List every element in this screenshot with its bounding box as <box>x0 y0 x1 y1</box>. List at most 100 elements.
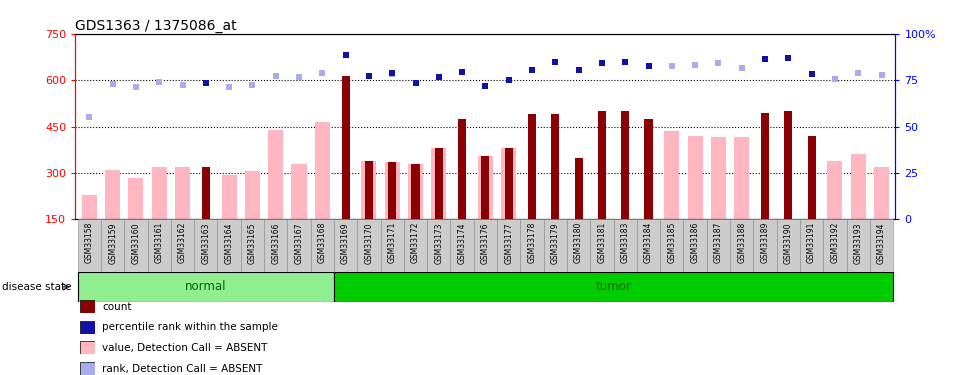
Bar <box>412 164 419 219</box>
Bar <box>637 219 660 272</box>
Text: GSM33189: GSM33189 <box>760 222 770 263</box>
Bar <box>660 219 684 272</box>
Bar <box>342 75 350 219</box>
Text: GSM33164: GSM33164 <box>225 222 234 264</box>
Bar <box>244 171 260 219</box>
Text: GSM33188: GSM33188 <box>737 222 746 263</box>
Text: GSM33170: GSM33170 <box>364 222 374 264</box>
Bar <box>365 160 373 219</box>
Text: GSM33191: GSM33191 <box>808 222 816 263</box>
Bar <box>869 219 894 272</box>
Text: GSM33174: GSM33174 <box>458 222 467 264</box>
Text: GSM33168: GSM33168 <box>318 222 327 263</box>
Text: GSM33161: GSM33161 <box>155 222 163 263</box>
Text: GSM33187: GSM33187 <box>714 222 723 263</box>
Bar <box>435 148 442 219</box>
Bar <box>544 219 567 272</box>
Bar <box>481 156 490 219</box>
Text: GSM33181: GSM33181 <box>597 222 607 263</box>
Text: percentile rank within the sample: percentile rank within the sample <box>102 322 278 332</box>
Text: GSM33190: GSM33190 <box>783 222 793 264</box>
Bar <box>552 114 559 219</box>
Bar <box>152 167 167 219</box>
Bar <box>478 156 493 219</box>
Text: GSM33194: GSM33194 <box>877 222 886 264</box>
Bar <box>427 219 450 272</box>
Bar <box>431 148 446 219</box>
Text: GSM33180: GSM33180 <box>574 222 583 263</box>
Bar <box>684 219 707 272</box>
Text: GSM33158: GSM33158 <box>85 222 94 263</box>
Text: GSM33167: GSM33167 <box>295 222 303 264</box>
Bar <box>734 137 750 219</box>
Text: disease state: disease state <box>2 282 71 292</box>
Bar <box>361 160 377 219</box>
Bar <box>874 167 889 219</box>
Text: GSM33186: GSM33186 <box>691 222 699 263</box>
Bar <box>128 178 144 219</box>
Bar <box>105 170 120 219</box>
Bar <box>753 219 777 272</box>
Bar <box>202 167 210 219</box>
Text: GSM33173: GSM33173 <box>435 222 443 264</box>
Text: GSM33159: GSM33159 <box>108 222 117 264</box>
Bar <box>613 219 637 272</box>
Bar <box>292 164 306 219</box>
Text: normal: normal <box>185 280 227 293</box>
Bar <box>808 136 815 219</box>
Text: GSM33172: GSM33172 <box>411 222 420 263</box>
Bar <box>450 219 473 272</box>
Bar <box>501 148 516 219</box>
Bar <box>621 111 629 219</box>
Bar <box>823 219 846 272</box>
Bar <box>175 167 190 219</box>
Bar <box>521 219 544 272</box>
Bar <box>125 219 148 272</box>
Text: GSM33160: GSM33160 <box>131 222 140 264</box>
Bar <box>761 112 769 219</box>
Bar <box>590 219 613 272</box>
Bar <box>381 219 404 272</box>
Bar <box>688 136 702 219</box>
Bar <box>644 119 653 219</box>
Text: GSM33179: GSM33179 <box>551 222 560 264</box>
Text: GSM33166: GSM33166 <box>271 222 280 264</box>
Bar <box>241 219 264 272</box>
Bar <box>287 219 311 272</box>
Bar <box>194 219 217 272</box>
Text: GSM33176: GSM33176 <box>481 222 490 264</box>
Bar <box>567 219 590 272</box>
Bar <box>800 219 823 272</box>
Bar <box>827 160 842 219</box>
Bar <box>357 219 381 272</box>
Bar <box>311 219 334 272</box>
Bar <box>171 219 194 272</box>
Text: GSM33192: GSM33192 <box>831 222 839 263</box>
Text: GSM33184: GSM33184 <box>644 222 653 263</box>
Bar <box>851 154 866 219</box>
Bar <box>665 131 679 219</box>
Bar <box>388 162 396 219</box>
Text: GSM33183: GSM33183 <box>621 222 630 263</box>
Bar <box>404 219 427 272</box>
Bar <box>269 130 283 219</box>
Bar <box>384 162 400 219</box>
Bar <box>82 195 97 219</box>
Bar <box>334 272 894 302</box>
Bar <box>217 219 241 272</box>
Bar <box>77 219 101 272</box>
Bar <box>784 111 792 219</box>
Bar <box>575 158 582 219</box>
Bar <box>77 272 334 302</box>
Bar <box>264 219 287 272</box>
Bar <box>101 219 125 272</box>
Bar <box>497 219 521 272</box>
Bar <box>846 219 869 272</box>
Text: count: count <box>102 302 132 312</box>
Bar <box>707 219 730 272</box>
Bar <box>473 219 497 272</box>
Bar <box>221 174 237 219</box>
Bar <box>711 137 726 219</box>
Text: GSM33193: GSM33193 <box>854 222 863 264</box>
Bar <box>598 111 606 219</box>
